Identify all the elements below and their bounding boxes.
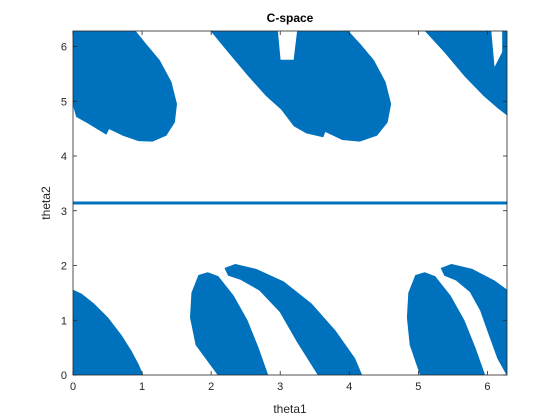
obstacle-region-8 — [424, 31, 507, 116]
x-tick-label: 5 — [415, 381, 421, 393]
y-tick-label: 6 — [61, 42, 67, 54]
x-tick-label: 6 — [484, 381, 490, 393]
x-tick-label: 1 — [139, 381, 145, 393]
obstacle-regions-group — [73, 31, 507, 375]
y-tick-label: 1 — [61, 315, 67, 327]
y-tick-label: 0 — [61, 370, 67, 382]
obstacle-region-1 — [73, 289, 144, 375]
axis-ticks-group: 0 1 2 3 4 5 6 0 1 2 3 4 5 6 — [61, 31, 507, 393]
x-tick-label: 0 — [70, 381, 76, 393]
y-tick-label: 4 — [61, 151, 67, 163]
x-axis-title: theta1 — [273, 402, 307, 416]
obstacle-region-7 — [210, 31, 392, 142]
chart-title: C-space — [267, 11, 314, 25]
x-tick-label: 2 — [208, 381, 214, 393]
x-tick-label: 4 — [346, 381, 352, 393]
obstacle-region-6 — [73, 31, 178, 142]
x-tick-label: 3 — [277, 381, 283, 393]
obstacle-region-4 — [406, 272, 486, 375]
plot-box — [72, 30, 508, 376]
obstacle-region-2 — [189, 272, 269, 375]
y-tick-label: 3 — [61, 206, 67, 218]
obstacle-region-5 — [440, 263, 507, 375]
y-tick-label: 2 — [61, 261, 67, 273]
obstacle-region-3 — [224, 263, 363, 375]
y-axis-title: theta2 — [39, 186, 53, 220]
y-tick-label: 5 — [61, 96, 67, 108]
